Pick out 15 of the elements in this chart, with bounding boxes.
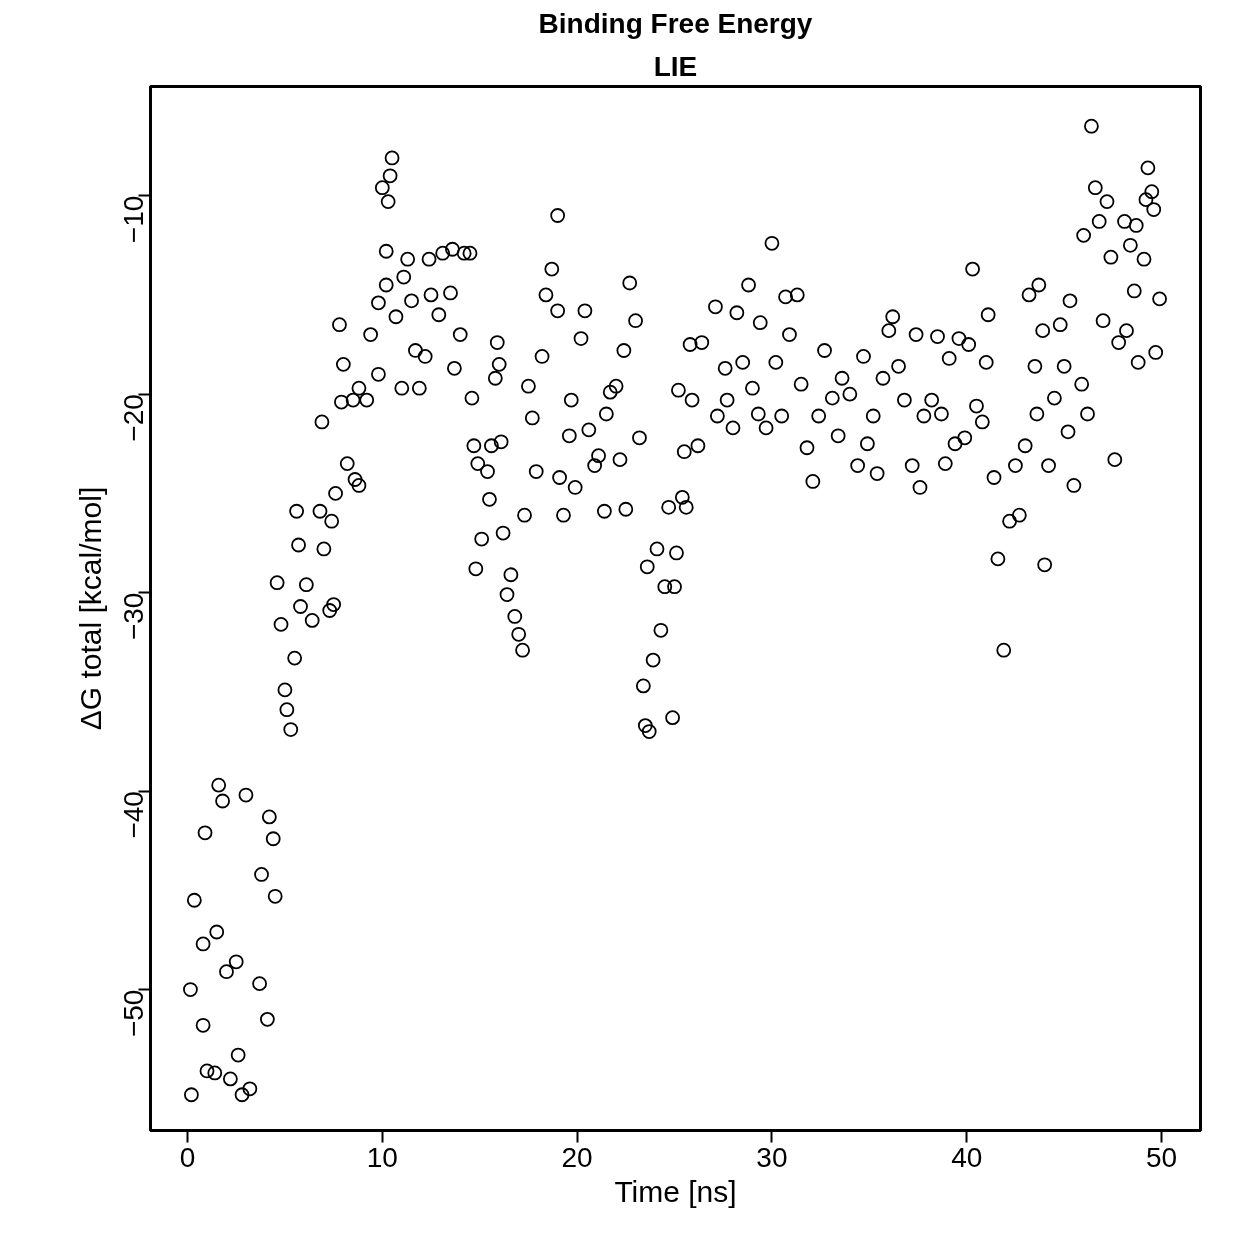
y-tick-label: −40 (118, 791, 149, 839)
x-tick-label: 10 (366, 1141, 398, 1173)
y-tick-label: −50 (118, 989, 149, 1038)
x-tick-label: 30 (756, 1141, 788, 1173)
x-tick-label: 20 (561, 1141, 593, 1173)
x-tick-label: 50 (1145, 1141, 1178, 1173)
x-tick-label: 0 (179, 1141, 196, 1173)
y-tick-label: −10 (118, 195, 149, 244)
y-tick-label: −20 (118, 394, 149, 442)
chart-subtitle: LIE (653, 50, 698, 82)
y-axis-title: ΔG total [kcal/mol] (73, 486, 107, 731)
x-tick-label: 40 (951, 1141, 983, 1173)
x-axis-title: Time [ns] (614, 1174, 737, 1208)
y-tick-label: −30 (118, 592, 149, 641)
chart-title: Binding Free Energy (538, 7, 813, 39)
